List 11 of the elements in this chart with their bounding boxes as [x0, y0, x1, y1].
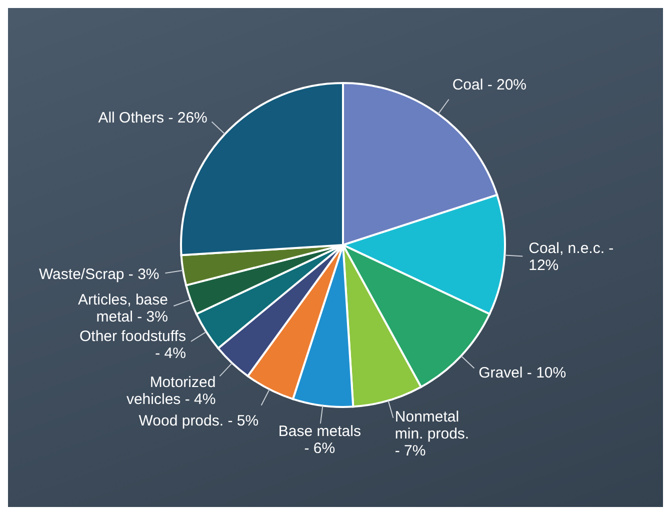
- slice-label: Articles, base metal - 3%: [78, 291, 168, 326]
- slice-label: All Others - 26%: [98, 109, 208, 126]
- slice-label: Nonmetal min. prods. - 7%: [394, 408, 470, 460]
- slice-label: Gravel - 10%: [478, 364, 566, 381]
- slice-label: Motorized vehicles - 4%: [126, 374, 216, 408]
- slice-label: Base metals - 6%: [278, 422, 361, 457]
- slice-label: Other foodstuffs - 4%: [80, 328, 186, 362]
- slice-label: Coal - 20%: [452, 76, 527, 94]
- slice-label: Wood prods. - 5%: [138, 412, 259, 430]
- slice-label: Coal, n.e.c. - 12%: [528, 240, 614, 274]
- slice-label: Waste/Scrap - 3%: [38, 266, 160, 283]
